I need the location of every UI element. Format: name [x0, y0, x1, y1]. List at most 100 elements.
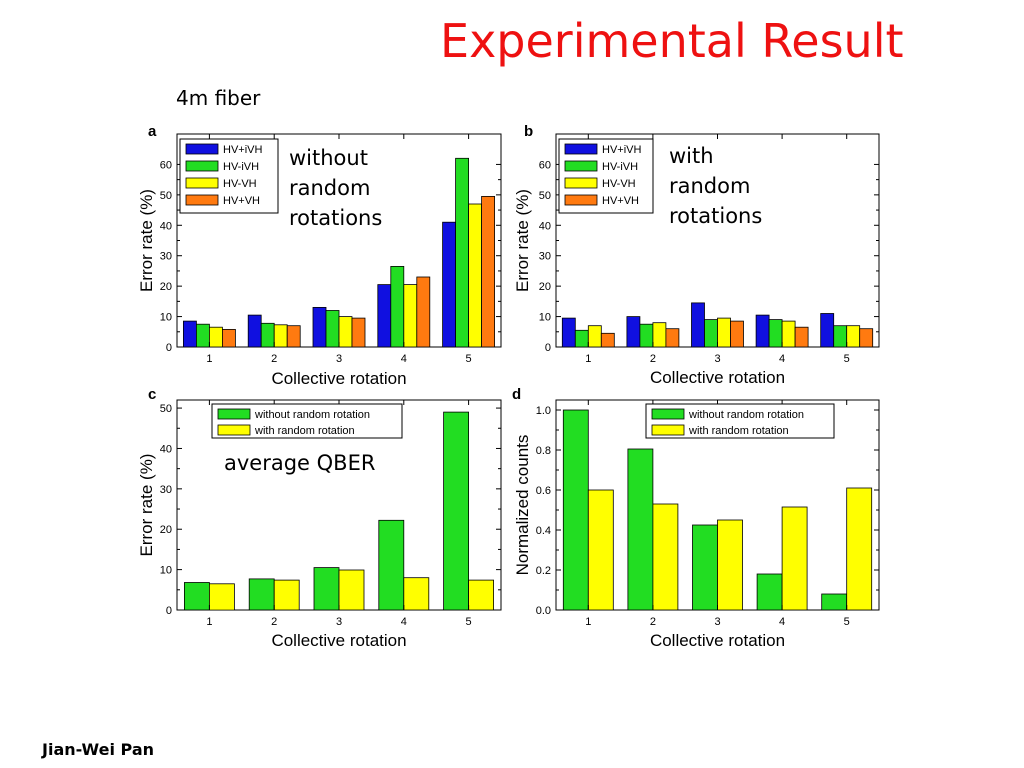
annotation-line: with [669, 144, 714, 168]
y-tick-label: 20 [539, 281, 551, 293]
chart-panel-c: c 0 10 20 30 40 50 1 2 3 4 5 Collective rotation Erro… [137, 386, 502, 650]
chart-panel-b: b 0 10 20 30 40 50 60 1 2 3 4 5 Collective rotation Er… [513, 123, 880, 387]
legend-swatch [564, 160, 598, 172]
legend-label: HV-VH [602, 178, 636, 190]
legend-swatch [185, 194, 219, 206]
bar [730, 320, 744, 348]
legend-swatch [564, 143, 598, 155]
annotation-average-qber: average QBER [224, 451, 376, 475]
legend: without random rotation with random rotat… [645, 403, 835, 439]
bar [627, 448, 654, 611]
y-tick-label: 1.0 [536, 405, 551, 417]
legend-label: HV-iVH [602, 161, 638, 173]
y-tick-label: 60 [160, 159, 172, 171]
y-tick-label: 0.0 [536, 605, 551, 617]
bar [562, 409, 589, 611]
x-tick-label: 1 [585, 353, 591, 365]
legend-swatch [185, 160, 219, 172]
legend-swatch [217, 424, 251, 436]
bar [247, 314, 262, 348]
bar [403, 577, 430, 611]
bar [768, 319, 783, 348]
x-tick-label: 5 [466, 353, 472, 365]
bar [833, 325, 848, 348]
legend-swatch [564, 194, 598, 206]
bar [351, 317, 366, 348]
x-tick-label: 3 [336, 616, 342, 628]
panel-letter: a [148, 123, 157, 140]
bar [574, 329, 589, 348]
bar [691, 302, 705, 348]
panel-letter: c [148, 386, 156, 403]
x-tick-label: 2 [271, 353, 277, 365]
bar [846, 487, 873, 611]
bar [704, 319, 718, 348]
y-tick-label: 10 [539, 312, 551, 324]
bar [338, 316, 353, 348]
bar [377, 284, 392, 348]
y-tick-label: 40 [539, 220, 551, 232]
bar [652, 503, 679, 611]
y-tick-label: 30 [160, 484, 172, 496]
bar [325, 310, 340, 348]
bar [794, 326, 809, 348]
legend-swatch [185, 177, 219, 189]
y-tick-label: 20 [160, 524, 172, 536]
y-tick-label: 40 [160, 443, 172, 455]
bar [600, 332, 615, 348]
bar [313, 567, 340, 611]
bar [273, 324, 288, 348]
y-tick-label: 10 [160, 565, 172, 577]
bar [756, 573, 783, 611]
x-tick-label: 4 [779, 616, 785, 628]
annotation-line: without [289, 146, 368, 170]
x-tick-label: 1 [585, 616, 591, 628]
legend-swatch [185, 143, 219, 155]
annotation-line: random [669, 174, 751, 198]
y-axis-title: Error rate (%) [137, 454, 156, 557]
bar [859, 328, 874, 348]
y-tick-label: 20 [160, 281, 172, 293]
bar [468, 203, 483, 348]
y-tick-label: 0.8 [536, 445, 551, 457]
bar [717, 317, 731, 348]
x-axis-title: Collective rotation [650, 368, 785, 387]
legend-label: without random rotation [688, 409, 804, 421]
legend-label: HV+VH [223, 195, 260, 207]
bar [821, 593, 848, 611]
chart-panel-a: a 0 10 20 30 40 50 60 1 2 3 4 5 Collective rotation Er… [137, 123, 502, 388]
bar [248, 578, 275, 611]
author-name: Jian-Wei Pan [42, 740, 155, 759]
annotation-line: rotations [669, 204, 763, 228]
legend-label: with random rotation [688, 425, 789, 437]
y-axis-title: Normalized counts [513, 435, 532, 576]
bar [692, 524, 718, 611]
bar [273, 579, 300, 611]
bar [416, 276, 431, 348]
panel-letter: b [524, 123, 533, 140]
bar [442, 221, 457, 348]
y-tick-label: 0.4 [536, 525, 551, 537]
y-tick-label: 0 [545, 342, 551, 354]
legend: HV+iVH HV-iVH HV-VH HV+VH [558, 138, 654, 214]
y-tick-label: 50 [160, 403, 172, 415]
legend-swatch [564, 177, 598, 189]
bar [182, 320, 197, 348]
x-tick-label: 4 [401, 616, 407, 628]
annotation-line: rotations [289, 206, 383, 230]
bar [820, 313, 835, 348]
legend-swatch [651, 408, 685, 420]
bar [338, 569, 365, 611]
bar [717, 519, 743, 611]
y-tick-label: 50 [539, 190, 551, 202]
y-tick-label: 10 [160, 312, 172, 324]
annotation-without-random-rotations: without random rotations [289, 143, 382, 233]
bar [652, 322, 667, 348]
legend-swatch [651, 424, 685, 436]
y-tick-label: 0 [166, 342, 172, 354]
legend: without random rotation with random rotat… [211, 403, 403, 439]
y-tick-label: 60 [539, 159, 551, 171]
bar [221, 328, 236, 348]
bar [626, 316, 641, 348]
